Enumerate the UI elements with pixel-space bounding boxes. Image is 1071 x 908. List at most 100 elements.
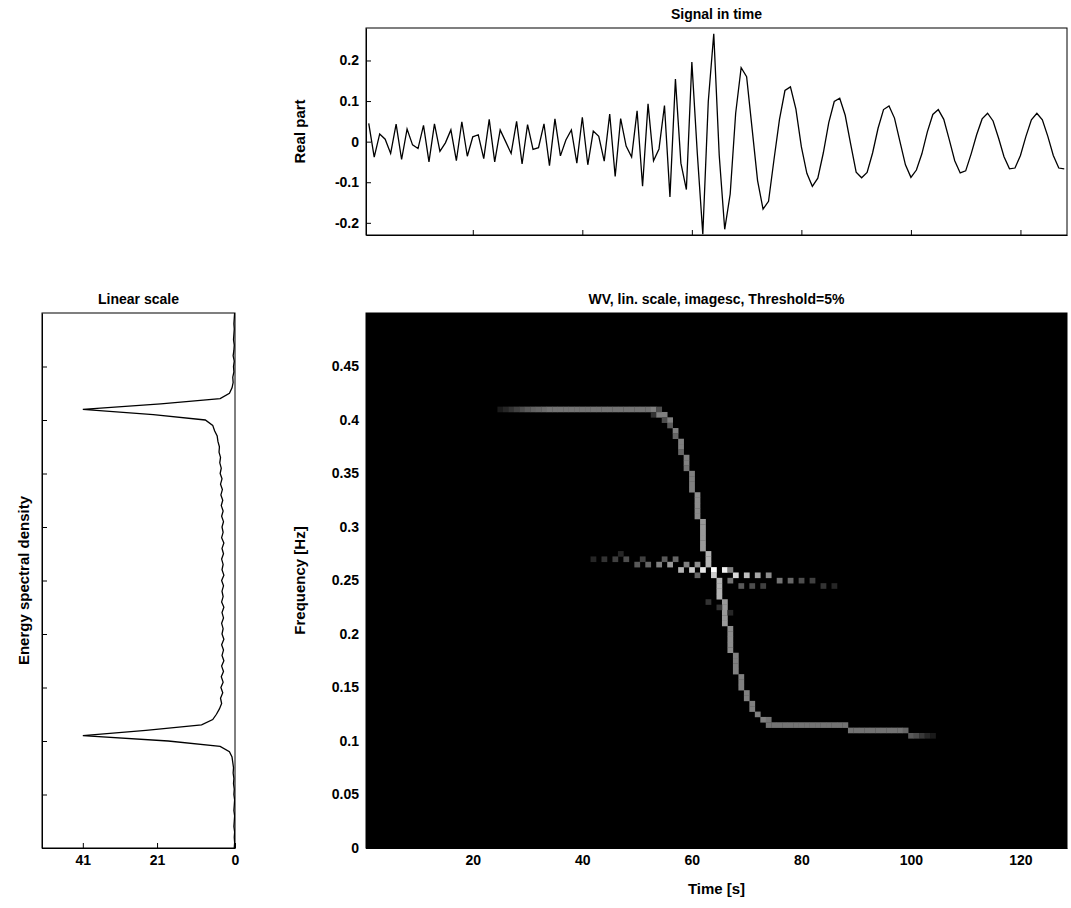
panel: 2040608010012000.050.10.150.20.250.30.35… — [291, 291, 1067, 897]
tick: 0.05 — [332, 786, 371, 802]
cell — [525, 407, 531, 413]
tick — [42, 367, 47, 368]
cell — [667, 417, 673, 423]
tick — [42, 420, 47, 421]
tick-mark — [473, 230, 474, 235]
cell — [842, 722, 848, 728]
cell — [634, 562, 640, 568]
tick-mark — [366, 474, 371, 475]
tick-mark — [42, 741, 47, 742]
cell — [503, 407, 509, 413]
tick-mark — [692, 230, 693, 235]
cell — [623, 556, 629, 562]
cell — [645, 407, 651, 413]
tick-label: 80 — [794, 852, 810, 868]
cell — [832, 722, 838, 728]
cell — [766, 572, 772, 578]
tick-label: 0.05 — [332, 786, 359, 802]
tick-mark — [366, 142, 371, 143]
cell — [837, 722, 843, 728]
cell — [667, 562, 673, 568]
cell — [695, 503, 701, 509]
cell — [749, 701, 755, 707]
cell — [717, 605, 723, 611]
tick-label: 40 — [575, 852, 591, 868]
tick-label: 0 — [351, 840, 359, 856]
cell — [744, 572, 750, 578]
cell — [755, 712, 761, 718]
xticks-axis: 41210 — [43, 843, 240, 868]
cell — [656, 562, 662, 568]
tick-mark — [911, 843, 912, 848]
cell — [695, 562, 701, 568]
tick — [911, 230, 912, 235]
tick-mark — [157, 843, 158, 848]
tick-label: 0.2 — [340, 626, 360, 642]
title: WV, lin. scale, imagesc, Threshold=5% — [589, 291, 845, 307]
cell — [601, 407, 607, 413]
marks — [83, 313, 235, 848]
plot-frame — [42, 313, 235, 848]
tick-mark — [366, 420, 371, 421]
tick-mark — [801, 843, 802, 848]
cell — [678, 567, 684, 573]
tick-mark — [366, 795, 371, 796]
cell — [695, 492, 701, 498]
tick: 0.15 — [332, 679, 371, 695]
tick — [42, 741, 47, 742]
cell — [722, 615, 728, 621]
tick-label: 0.2 — [340, 52, 360, 68]
cell — [689, 471, 695, 477]
tick-mark — [42, 634, 47, 635]
cell — [706, 556, 712, 562]
cell — [733, 663, 739, 669]
tick-mark — [366, 527, 371, 528]
tick-label: 0.4 — [340, 412, 360, 428]
cell — [903, 728, 909, 734]
cell — [645, 562, 651, 568]
panel: -0.2-0.100.10.2Signal in timeReal part — [291, 6, 1067, 236]
cell — [859, 728, 865, 734]
tick-mark — [366, 688, 371, 689]
cell — [908, 733, 914, 739]
cell — [585, 407, 591, 413]
cell — [738, 685, 744, 691]
cell — [673, 428, 679, 434]
cell — [536, 407, 542, 413]
cell — [706, 599, 712, 605]
plot-background — [366, 313, 1067, 848]
cell — [640, 407, 646, 413]
cell — [656, 407, 662, 413]
plot-frame — [366, 313, 1067, 848]
cell — [760, 583, 766, 589]
cell — [727, 610, 733, 616]
cell — [733, 658, 739, 664]
tick: 20 — [466, 843, 482, 868]
cell — [569, 407, 575, 413]
tick-label: 0.15 — [332, 679, 359, 695]
xticks-axis: 20406080100120 — [367, 843, 1068, 868]
tick-mark — [1020, 230, 1021, 235]
marks — [369, 34, 1065, 235]
tick-label: 20 — [466, 852, 482, 868]
cell — [722, 567, 728, 573]
tick — [42, 474, 47, 475]
marks — [497, 407, 935, 739]
tick-mark — [366, 101, 371, 102]
cell — [651, 412, 657, 418]
tick — [42, 634, 47, 635]
cell — [853, 728, 859, 734]
cell — [799, 578, 805, 584]
cell — [744, 690, 750, 696]
cell — [519, 407, 525, 413]
tick: 0.35 — [332, 465, 371, 481]
cell — [886, 728, 892, 734]
tick: 0.25 — [332, 572, 371, 588]
cell — [700, 567, 706, 573]
cell — [634, 407, 640, 413]
cell — [711, 567, 717, 573]
tick-mark — [83, 843, 84, 848]
tick-mark — [911, 230, 912, 235]
tick-label: 0.25 — [332, 572, 359, 588]
cell — [749, 706, 755, 712]
